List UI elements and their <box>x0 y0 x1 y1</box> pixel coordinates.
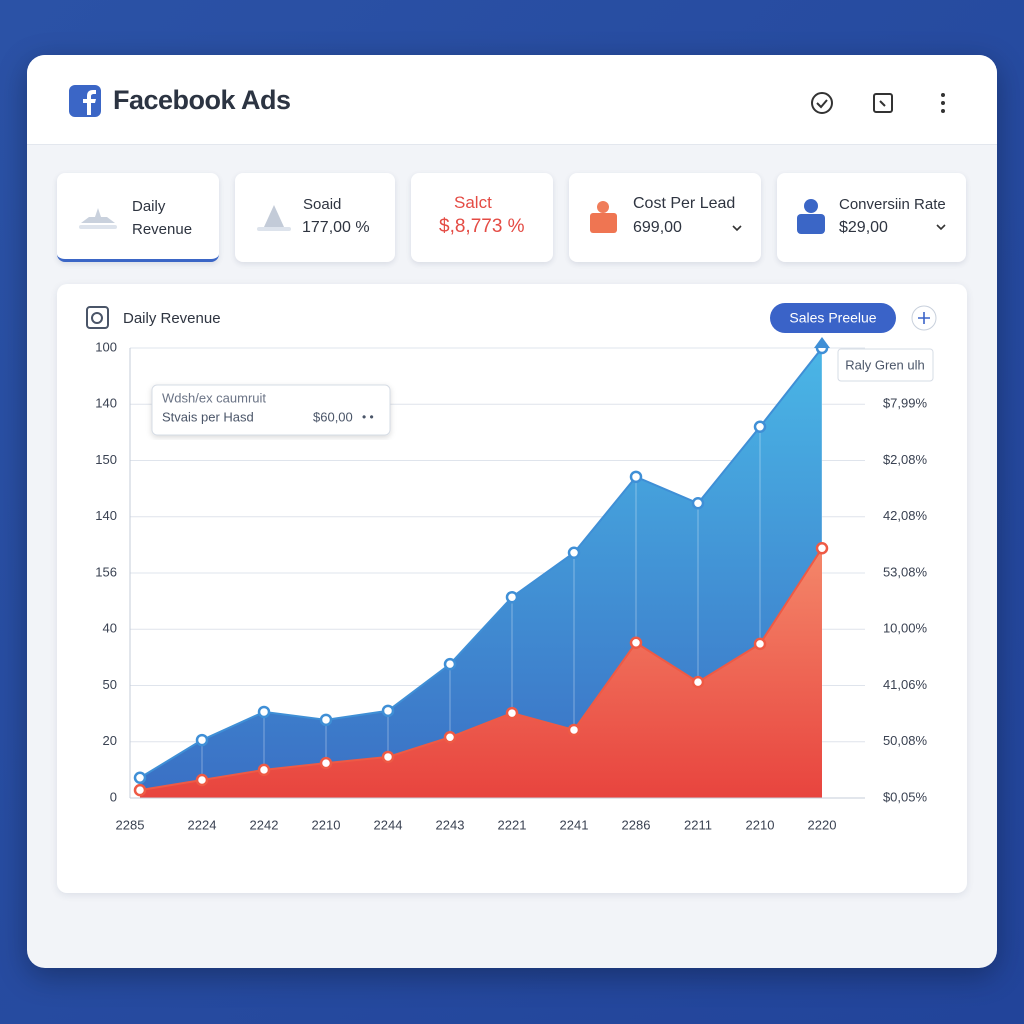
kpi-value: 177,00 % <box>302 219 370 236</box>
x-tick-label: 2244 <box>374 817 403 832</box>
point <box>257 705 271 719</box>
point <box>753 420 767 433</box>
point <box>381 704 395 718</box>
y2-tick-label: $7,99% <box>883 396 928 411</box>
kpi-card[interactable]: Conversiin Rate $29,00 <box>777 173 966 262</box>
kpi-value: 699,00 <box>633 219 682 236</box>
header: Facebook Ads <box>27 55 997 145</box>
line <box>139 347 823 779</box>
line <box>139 547 823 792</box>
kpi-icon <box>797 199 825 234</box>
header-actions[interactable] <box>807 90 957 116</box>
y2-tick-label: $2,08% <box>883 452 928 467</box>
point <box>381 750 395 764</box>
dropdown-arrow[interactable] <box>731 223 743 233</box>
app-title: Facebook Ads <box>113 85 291 115</box>
y-tick-label: 100 <box>95 339 117 354</box>
tooltip-title: Wdsh/ex caumruit <box>162 390 266 405</box>
y-tick-label: 50 <box>103 677 117 692</box>
point <box>753 637 767 651</box>
tooltip-value: $60,00 <box>313 409 353 424</box>
tooltip <box>151 384 391 436</box>
point <box>691 675 705 689</box>
point <box>443 657 457 671</box>
x-tick-label: 2211 <box>684 817 712 832</box>
point <box>319 713 333 727</box>
chart-title: Daily Revenue <box>123 310 221 327</box>
x-tick-label: 2242 <box>250 817 279 832</box>
x-tick-label: 2210 <box>746 817 775 832</box>
kpi-label: Conversiin Rate <box>839 196 946 213</box>
point <box>257 763 271 777</box>
facebook-logo <box>69 85 101 117</box>
y2-tick-label: 41,06% <box>883 677 928 692</box>
x-tick-label: 2286 <box>622 817 651 832</box>
kpi-icon <box>79 208 117 229</box>
point <box>505 706 519 720</box>
point <box>133 783 147 797</box>
y2-tick-label: 10,00% <box>883 621 928 636</box>
kpi-label: Soaid <box>303 196 342 213</box>
kpi-icon <box>257 205 291 231</box>
y2-tick-label: 50,08% <box>883 733 928 748</box>
chart-icon <box>86 306 109 329</box>
point <box>567 546 581 559</box>
y-tick-label: 0 <box>110 789 117 804</box>
point <box>629 636 643 649</box>
y2-tick-label: 53,08% <box>883 564 928 579</box>
point <box>319 756 333 770</box>
x-tick-label: 2285 <box>116 817 145 832</box>
x-tick-label: 2224 <box>188 817 217 832</box>
point <box>567 723 581 737</box>
point <box>195 773 209 787</box>
kpi-card[interactable]: Soaid 177,00 % <box>235 173 395 262</box>
point <box>815 542 829 555</box>
kpi-card[interactable]: Salct $,8,773 % <box>411 173 553 262</box>
point <box>691 497 705 510</box>
x-tick-label: 2243 <box>436 817 465 832</box>
x-tick-label: 2221 <box>498 817 527 832</box>
kpi-card[interactable]: Daily Revenue <box>57 173 219 262</box>
y-tick-label: 40 <box>103 621 117 636</box>
kpi-icon <box>590 201 617 233</box>
y-tick-label: 150 <box>95 452 117 467</box>
button-label[interactable]: Sales Preelue <box>789 310 876 326</box>
kpi-label: Daily Revenue <box>132 198 193 238</box>
y-tick-label: 20 <box>103 733 117 748</box>
kpi-value: $,8,773 % <box>439 216 525 237</box>
y-tick-label: 140 <box>95 396 117 411</box>
x-tick-label: 2220 <box>808 817 837 832</box>
point <box>133 771 147 784</box>
y-tick-label: 156 <box>95 564 117 579</box>
tooltip-dots: • • <box>362 410 374 424</box>
dropdown-arrow[interactable] <box>935 222 947 232</box>
kpi-card[interactable]: Cost Per Lead 699,00 <box>569 173 761 262</box>
x-tick-label: 2241 <box>560 817 589 832</box>
point <box>629 470 643 484</box>
y-tick-label: 140 <box>95 508 117 523</box>
kpi-label: Cost Per Lead <box>633 195 736 212</box>
button[interactable] <box>770 303 896 333</box>
point <box>195 733 209 747</box>
kpi-label: Salct <box>454 193 492 212</box>
x-tick-label: 2210 <box>312 817 341 832</box>
chart-icon <box>91 312 103 324</box>
y2-tick-label: $0,05% <box>883 789 928 804</box>
legend-label: Raly Gren ulh <box>845 357 924 372</box>
point <box>505 590 519 604</box>
kpi-value: $29,00 <box>839 219 888 236</box>
point <box>443 731 457 744</box>
tooltip-label: Stvais per Hasd <box>162 409 254 424</box>
arrow <box>814 337 830 348</box>
y2-tick-label: 42,08% <box>883 508 928 523</box>
area <box>140 548 822 798</box>
add-icon <box>918 312 930 324</box>
legend-box <box>837 348 934 382</box>
